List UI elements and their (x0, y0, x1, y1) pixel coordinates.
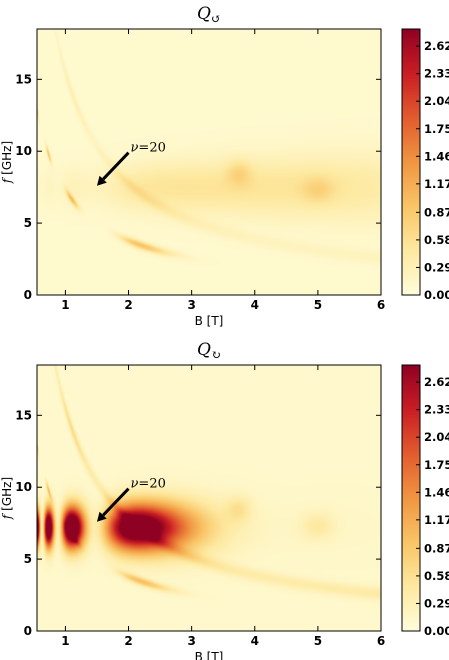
colorbar-tick-label: 1.46 (424, 149, 449, 163)
x-tick-label: 4 (251, 298, 259, 312)
colorbar-tick-label: 0.58 (424, 233, 449, 247)
y-axis-label-symbol: f (0, 512, 14, 520)
x-axis-label: B [T] (195, 314, 224, 328)
title-symbol: Q (197, 4, 211, 24)
annotation-symbol: ν (131, 477, 139, 492)
y-tick-label: 15 (15, 408, 32, 422)
x-tick-label: 2 (124, 634, 132, 648)
colorbar-tick-label: 0.29 (424, 260, 449, 274)
chart-panel-2: 1 2 3 4 5 6 0 5 10 15 B [T] f [GHz] Q↻ ν=20 0.00 0.29 0.… (0, 340, 449, 660)
title-symbol: Q (197, 340, 211, 360)
title-subscript: ↺ (211, 12, 221, 26)
annotation-label: ν=20 (131, 141, 166, 156)
title-subscript: ↻ (211, 348, 221, 362)
y-axis-label-unit: [GHz] (0, 141, 14, 179)
annotation-label: ν=20 (131, 477, 166, 492)
y-tick-label: 10 (15, 480, 32, 494)
y-axis-label: f [GHz] (0, 477, 14, 520)
heatmap-image (37, 29, 381, 295)
annotation-value: =20 (138, 477, 165, 492)
colorbar-tick-label: 1.75 (424, 458, 449, 472)
x-tick-label: 6 (377, 634, 385, 648)
chart-title: Q↻ (197, 340, 221, 362)
colorbar-tick-label: 2.62 (424, 39, 449, 53)
colorbar-tick-label: 1.46 (424, 485, 449, 499)
x-axis-label: B [T] (195, 650, 224, 660)
y-tick-label: 5 (24, 216, 32, 230)
colorbar (401, 28, 421, 296)
annotation-symbol: ν (131, 141, 139, 156)
x-tick-label: 2 (124, 298, 132, 312)
chart-panel-1: 1 2 3 4 5 6 0 5 10 15 B [T] f [GHz] Q↺ ν=20 0.00 0.29 0.… (0, 4, 449, 328)
annotation-value: =20 (138, 141, 165, 156)
y-tick-label: 10 (15, 144, 32, 158)
x-tick-label: 3 (187, 634, 195, 648)
colorbar-tick-label: 1.17 (424, 513, 449, 527)
chart-title: Q↺ (197, 4, 221, 26)
colorbar-tick-label: 2.33 (424, 403, 449, 417)
y-axis-label-unit: [GHz] (0, 477, 14, 515)
colorbar-tick-label: 1.75 (424, 122, 449, 136)
x-tick-label: 5 (314, 298, 322, 312)
colorbar-tick-label: 0.58 (424, 569, 449, 583)
y-tick-label: 15 (15, 72, 32, 86)
colorbar-tick-label: 0.87 (424, 205, 449, 219)
colorbar-tick-label: 2.33 (424, 67, 449, 81)
annotation-arrow-head (96, 175, 107, 186)
plot-frame (36, 364, 382, 632)
colorbar-tick-label: 0.00 (424, 288, 449, 302)
annotation-arrow-head (96, 511, 107, 522)
colorbar (401, 364, 421, 632)
y-tick-label: 5 (24, 552, 32, 566)
colorbar-tick-label: 0.29 (424, 596, 449, 610)
colorbar-tick-label: 2.62 (424, 375, 449, 389)
x-tick-label: 5 (314, 634, 322, 648)
x-tick-label: 4 (251, 634, 259, 648)
annotation-arrow-shaft (102, 487, 130, 517)
heatmap-image (37, 365, 381, 631)
x-tick-label: 1 (61, 634, 69, 648)
x-tick-label: 1 (61, 298, 69, 312)
x-tick-label: 6 (377, 298, 385, 312)
colorbar-tick-label: 2.04 (424, 94, 449, 108)
colorbar-tick-label: 2.04 (424, 430, 449, 444)
y-axis-label-symbol: f (0, 176, 14, 184)
colorbar-tick-label: 0.87 (424, 541, 449, 555)
y-tick-label: 0 (24, 288, 32, 302)
colorbar-tick-label: 1.17 (424, 177, 449, 191)
colorbar-tick-label: 0.00 (424, 624, 449, 638)
annotation-arrow-shaft (102, 151, 130, 181)
plot-frame (36, 28, 382, 296)
y-axis-label: f [GHz] (0, 141, 14, 184)
y-tick-label: 0 (24, 624, 32, 638)
x-tick-label: 3 (187, 298, 195, 312)
